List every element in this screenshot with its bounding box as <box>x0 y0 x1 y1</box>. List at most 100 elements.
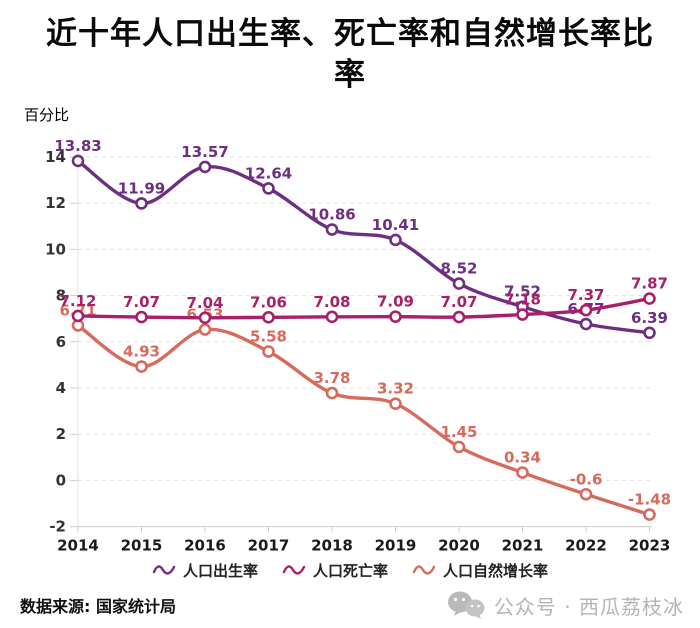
y-tick-label: 2 <box>56 425 66 443</box>
death-rate-line <box>76 296 652 320</box>
y-tick-label: 8 <box>56 287 66 305</box>
x-tick-label: 2022 <box>565 537 607 555</box>
y-axis-labels: -2 0 2 4 6 8 10 12 14 <box>45 148 66 536</box>
x-tick-label: 2016 <box>184 537 226 555</box>
birth-rate-value-label: 8.52 <box>440 260 477 278</box>
birth-rate-value-label: 13.83 <box>54 137 101 155</box>
natural-growth-rate-line <box>76 323 652 517</box>
death-rate-point <box>516 308 529 321</box>
natural-growth-rate-point <box>325 386 339 400</box>
death-rate-point <box>135 310 148 324</box>
death-rate-value-label: 7.12 <box>59 292 96 310</box>
natural-growth-rate-point <box>643 508 656 521</box>
death-rate-value-label: 7.37 <box>567 286 604 304</box>
natural-growth-rate-point <box>389 397 402 411</box>
x-tick-label: 2020 <box>438 537 480 555</box>
birth-rate-value-label: 13.57 <box>181 143 228 161</box>
chart-legend: 人口出生率 人口死亡率 人口自然增长率 <box>0 558 700 582</box>
legend-label: 人口自然增长率 <box>443 561 549 580</box>
natural-growth-rate-point <box>135 360 148 373</box>
natural-growth-rate-value-label: 0.34 <box>504 449 541 467</box>
legend-item-birth-rate[interactable]: 人口出生率 <box>152 560 258 581</box>
birth-rate-point <box>452 277 466 290</box>
birth-rate-point <box>71 154 85 168</box>
legend-label: 人口死亡率 <box>312 561 388 580</box>
page-title: 近十年人口出生率、死亡率和自然增长率比 率 <box>0 14 700 96</box>
birth-rate-value-label: 10.86 <box>308 206 355 224</box>
death-rate-value-label: 7.06 <box>250 293 287 311</box>
data-source-label: 数据来源: 国家统计局 <box>20 597 176 616</box>
birth-rate-line <box>76 159 652 335</box>
page-title-line1: 近十年人口出生率、死亡率和自然增长率比 <box>46 16 654 52</box>
birth-rate-point <box>135 197 148 210</box>
x-tick-label: 2015 <box>121 537 163 555</box>
natural-growth-rate-value-label: 3.78 <box>313 369 350 387</box>
birth-rate-value-label: 11.99 <box>118 179 165 197</box>
legend-squiggle-icon <box>412 565 436 575</box>
x-axis-labels: 2014 2015 2016 2017 2018 2019 2020 2021 2022 2023 <box>57 526 671 555</box>
death-rate-value-label: 7.09 <box>377 293 414 311</box>
wechat-icon <box>447 591 485 619</box>
natural-growth-rate-point <box>579 487 593 501</box>
death-rate-point <box>452 310 466 324</box>
legend-item-natural-growth-rate[interactable]: 人口自然增长率 <box>412 560 548 581</box>
death-rate-value-label: 7.07 <box>123 293 160 311</box>
birth-rate-point <box>389 233 402 247</box>
birth-rate-value-label: 10.41 <box>372 216 419 234</box>
birth-rate-point <box>643 326 656 340</box>
y-tick-label: 14 <box>45 148 66 166</box>
legend-label: 人口出生率 <box>182 561 258 580</box>
death-rate-point <box>71 309 85 323</box>
birth-rate-point <box>198 160 212 174</box>
natural-growth-rate-value-label: -1.48 <box>628 491 671 509</box>
death-rate-value-label: 7.08 <box>313 293 350 311</box>
birth-rate-value-label: 12.64 <box>245 164 292 182</box>
natural-growth-rate-value-label: 1.45 <box>440 423 477 441</box>
death-rate-series: 7.12 7.07 7.04 7.06 7.08 7.09 7.07 7.18 7.37 7.87 <box>59 275 668 325</box>
legend-item-death-rate[interactable]: 人口死亡率 <box>282 560 388 581</box>
line-chart: -2 0 2 4 6 8 10 12 14 2014 2015 2016 2017 2018 2019 202… <box>45 137 671 555</box>
birth-rate-value-label: 7.52 <box>504 283 541 301</box>
x-tick-label: 2019 <box>375 537 417 555</box>
x-tick-label: 2014 <box>57 537 99 555</box>
legend-squiggle-icon <box>152 565 176 575</box>
death-rate-value-label: 7.04 <box>186 294 223 312</box>
natural-growth-rate-point <box>452 440 466 454</box>
natural-growth-rate-value-label: 3.32 <box>377 380 414 398</box>
death-rate-value-label: 7.18 <box>504 291 541 309</box>
natural-growth-rate-series: 6.714.936.535.583.783.321.450.34-0.6-1.4… <box>59 301 671 521</box>
natural-growth-rate-point <box>516 466 529 479</box>
birth-rate-series: 13.83 11.99 13.57 12.64 10.86 10.41 8.52 7.52 6.… <box>54 137 668 340</box>
y-tick-label: 4 <box>56 379 66 397</box>
page-title-line2: 率 <box>334 57 366 93</box>
death-rate-value-label: 7.07 <box>440 293 477 311</box>
death-rate-point <box>389 310 402 323</box>
birth-rate-point <box>325 223 339 236</box>
y-tick-label: 6 <box>56 333 66 351</box>
y-tick-label: -2 <box>49 518 66 536</box>
x-tick-label: 2017 <box>248 537 290 555</box>
y-tick-label: 0 <box>56 471 66 489</box>
legend-squiggle-icon <box>282 565 306 575</box>
watermark-text: 公众号 · 西瓜荔枝冰 <box>493 594 684 619</box>
x-tick-label: 2018 <box>311 537 353 555</box>
death-rate-value-label: 7.87 <box>631 275 668 293</box>
death-rate-point <box>198 311 212 325</box>
watermark: 公众号 · 西瓜荔枝冰 <box>446 590 684 620</box>
x-tick-label: 2023 <box>629 537 671 555</box>
death-rate-point <box>579 303 593 317</box>
y-tick-label: 12 <box>45 194 66 212</box>
y-axis-title: 百分比 <box>24 106 70 124</box>
x-tick-label: 2021 <box>502 537 544 555</box>
natural-growth-rate-point <box>198 323 212 336</box>
natural-growth-rate-point <box>262 345 275 358</box>
footer: 数据来源: 国家统计局 公众号 · 西瓜荔枝冰 <box>0 588 700 622</box>
birth-rate-point <box>262 182 275 195</box>
birth-rate-point <box>579 317 593 331</box>
y-tick-label: 10 <box>45 240 66 258</box>
death-rate-point <box>262 311 275 324</box>
natural-growth-rate-value-label: -0.6 <box>570 470 603 488</box>
birth-rate-value-label: 6.39 <box>631 309 668 327</box>
natural-growth-rate-value-label: 4.93 <box>123 343 160 361</box>
